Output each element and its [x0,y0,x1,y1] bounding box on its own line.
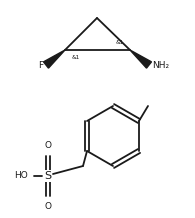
Text: &1: &1 [72,55,80,60]
Polygon shape [130,50,152,68]
Text: NH₂: NH₂ [152,61,169,70]
Text: O: O [44,202,51,211]
Text: &1: &1 [116,40,124,45]
Text: S: S [44,171,51,181]
Polygon shape [43,50,65,68]
Text: F: F [38,61,43,70]
Text: HO: HO [14,172,28,181]
Text: O: O [44,141,51,150]
